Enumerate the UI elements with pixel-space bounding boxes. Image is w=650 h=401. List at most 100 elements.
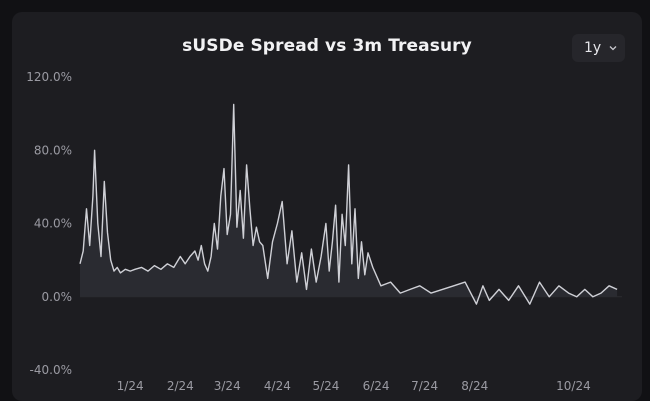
data-point (194, 250, 196, 252)
data-point (315, 281, 317, 283)
data-point (380, 285, 382, 287)
data-point (341, 213, 343, 215)
data-point (567, 292, 569, 294)
y-tick-label: 80.0% (34, 143, 72, 157)
data-point (331, 241, 333, 243)
data-point (498, 288, 500, 290)
data-point (173, 266, 175, 268)
chart-plot: -40.0% 0.0% 40.0% 80.0% 120.0% 1/24 2/24 3/24 4… (26, 70, 622, 393)
data-point (296, 281, 298, 283)
data-point (197, 259, 199, 261)
data-point (236, 226, 238, 228)
x-tick-label: 5/24 (312, 379, 339, 393)
data-point (184, 263, 186, 265)
data-point (301, 252, 303, 254)
data-point (576, 296, 578, 298)
data-point (92, 195, 94, 197)
data-point (608, 285, 610, 287)
data-point (216, 248, 218, 250)
data-point (320, 255, 322, 257)
data-point (372, 266, 374, 268)
range-dropdown[interactable]: 1y (572, 34, 626, 62)
data-point (338, 281, 340, 283)
data-point (360, 241, 362, 243)
data-point (441, 288, 443, 290)
x-tick-label: 6/24 (363, 379, 390, 393)
data-point (488, 299, 490, 301)
data-point (258, 241, 260, 243)
data-point (286, 263, 288, 265)
y-tick-label: 40.0% (34, 217, 72, 231)
data-point (267, 277, 269, 279)
series-area (80, 104, 618, 305)
data-point (233, 103, 235, 105)
data-point (113, 270, 115, 272)
data-point (262, 244, 264, 246)
y-tick-label: 120.0% (26, 70, 72, 84)
data-point (239, 189, 241, 191)
data-point (291, 230, 293, 232)
data-point (116, 266, 118, 268)
chevron-down-icon (609, 46, 617, 51)
data-point (245, 164, 247, 166)
series-line (79, 103, 618, 305)
data-point (140, 266, 142, 268)
data-point (93, 149, 95, 151)
x-tick-label: 3/24 (214, 379, 241, 393)
data-point (106, 232, 108, 234)
data-point (166, 263, 168, 265)
x-tick-label: 4/24 (264, 379, 291, 393)
x-tick-label: 7/24 (411, 379, 438, 393)
data-point (103, 180, 105, 182)
data-point (189, 255, 191, 257)
data-point (600, 292, 602, 294)
data-point (89, 244, 91, 246)
data-point (210, 255, 212, 257)
data-point (255, 226, 257, 228)
data-point (203, 263, 205, 265)
data-point (328, 270, 330, 272)
data-point (220, 195, 222, 197)
data-point (367, 252, 369, 254)
data-point (85, 208, 87, 210)
y-axis-labels: -40.0% 0.0% 40.0% 80.0% 120.0% (26, 70, 72, 377)
data-point (399, 292, 401, 294)
data-point (213, 222, 215, 224)
data-point (482, 285, 484, 287)
data-point (453, 285, 455, 287)
data-point (124, 268, 126, 270)
data-point (271, 241, 273, 243)
data-point (281, 200, 283, 202)
data-point (419, 285, 421, 287)
data-point (357, 277, 359, 279)
chart-title: sUSDe Spread vs 3m Treasury (182, 36, 472, 56)
data-point (529, 303, 531, 305)
data-point (147, 270, 149, 272)
data-point (226, 233, 228, 235)
y-tick-label: -40.0% (30, 363, 72, 377)
data-point (110, 259, 112, 261)
data-point (364, 274, 366, 276)
data-point (276, 222, 278, 224)
data-point (223, 167, 225, 169)
range-selected-value: 1y (584, 40, 602, 56)
data-point (389, 281, 391, 283)
data-point (200, 244, 202, 246)
data-point (592, 296, 594, 298)
data-point (548, 296, 550, 298)
x-tick-label: 2/24 (167, 379, 194, 393)
data-point (82, 250, 84, 252)
data-point (207, 270, 209, 272)
data-point (229, 213, 231, 215)
data-point (249, 208, 251, 210)
data-point (584, 288, 586, 290)
data-point (475, 303, 477, 305)
data-point (464, 281, 466, 283)
data-point (134, 268, 136, 270)
data-point (616, 288, 618, 290)
data-point (252, 244, 254, 246)
data-point (100, 255, 102, 257)
data-point (430, 292, 432, 294)
chart-card: sUSDe Spread vs 3m Treasury 1y -40.0% 0.0… (12, 12, 642, 401)
data-point (344, 244, 346, 246)
